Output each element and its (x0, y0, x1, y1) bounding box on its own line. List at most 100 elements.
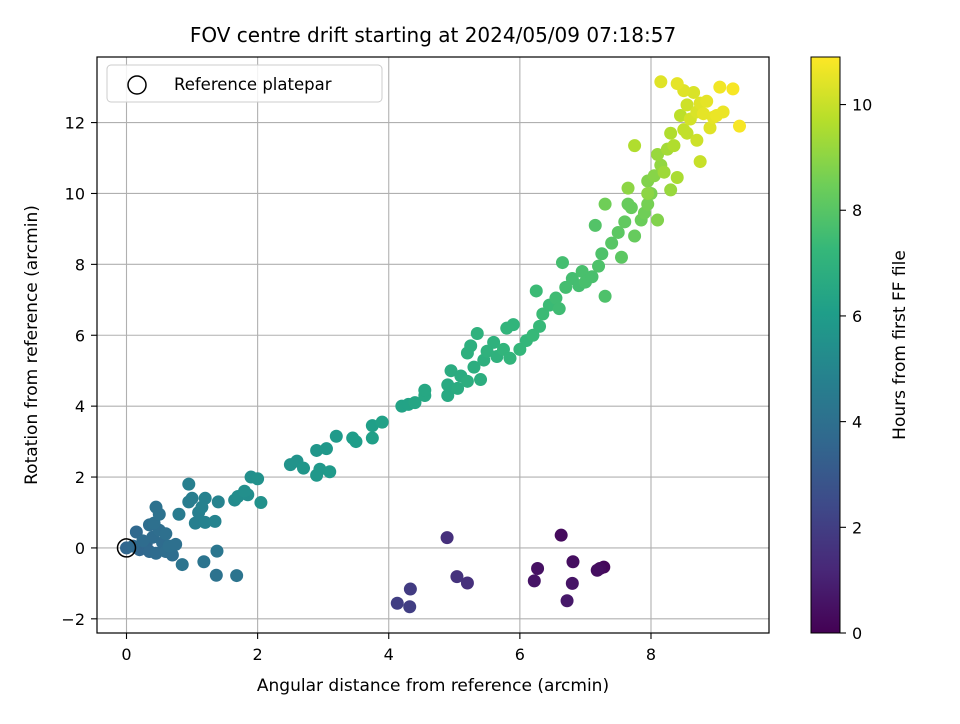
y-tick-label: 0 (75, 539, 85, 558)
scatter-point (474, 373, 488, 387)
scatter-point (149, 546, 163, 560)
scatter-point (595, 247, 609, 261)
scatter-point (560, 594, 574, 608)
scatter-point (621, 181, 635, 195)
y-tick-label: 8 (75, 255, 85, 274)
scatter-point (208, 514, 222, 528)
scatter-point (598, 289, 612, 303)
scatter-point (480, 344, 494, 358)
colorbar-label: Hours from first FF file (890, 250, 910, 440)
x-tick-label: 4 (384, 645, 394, 664)
scatter-point (618, 215, 632, 229)
scatter-point (696, 107, 710, 121)
y-tick-label: 4 (75, 397, 85, 416)
scatter-point (172, 507, 186, 521)
scatter-point (554, 528, 568, 542)
scatter-point (329, 429, 343, 443)
y-axis-label: Rotation from reference (arcmin) (22, 205, 42, 485)
scatter-point (527, 574, 541, 588)
scatter-point (628, 229, 642, 243)
scatter-point (487, 335, 501, 349)
scatter-point (588, 218, 602, 232)
scatter-point (575, 264, 589, 278)
scatter-point (621, 197, 635, 211)
scatter-point (195, 500, 209, 514)
scatter-point (555, 256, 569, 270)
scatter-point (598, 197, 612, 211)
colorbar-tick-label: 6 (852, 307, 862, 326)
y-tick-label: 6 (75, 326, 85, 345)
chart-title: FOV centre drift starting at 2024/05/09 … (190, 23, 676, 47)
scatter-point (403, 582, 417, 596)
scatter-point (651, 213, 665, 227)
scatter-point (605, 236, 619, 250)
scatter-point (313, 462, 327, 476)
scatter-point (585, 270, 599, 284)
scatter-point (211, 495, 225, 509)
scatter-point (533, 319, 547, 333)
scatter-point (159, 527, 173, 541)
scatter-point (496, 342, 510, 356)
scatter-point (667, 139, 681, 153)
scatter-point (670, 171, 684, 185)
scatter-point (700, 94, 714, 108)
scatter-point (230, 569, 244, 583)
plot-frame (96, 56, 770, 634)
scatter-point (552, 302, 566, 316)
scatter-point (531, 561, 545, 575)
scatter-point (732, 119, 746, 133)
colorbar-tick-label: 4 (852, 413, 862, 432)
colorbar: 0 2 4 6 8 10 Hours from first FF file (810, 56, 910, 643)
scatter-point (440, 531, 454, 545)
data-points (116, 75, 746, 614)
scatter-point (703, 121, 717, 135)
scatter-point (526, 328, 540, 342)
scatter-point (536, 307, 550, 321)
scatter-point (349, 435, 363, 449)
scatter-point (408, 396, 422, 410)
scatter-point (323, 465, 337, 479)
scatter-point (641, 186, 655, 200)
scatter-point (680, 126, 694, 140)
scatter-point (611, 225, 625, 239)
scatter-point (464, 339, 478, 353)
scatter-point (149, 500, 163, 514)
scatter-point (136, 534, 150, 548)
colorbar-ticks: 0 2 4 6 8 10 (840, 96, 872, 643)
scatter-point (529, 284, 543, 298)
scatter-point (716, 105, 730, 119)
scatter-point (319, 442, 333, 456)
scatter-point (680, 98, 694, 112)
y-tick-label: 2 (75, 468, 85, 487)
scatter-point (470, 326, 484, 340)
scatter-point (687, 85, 701, 99)
scatter-point (467, 360, 481, 374)
x-axis-ticks: 0 2 4 6 8 (121, 633, 656, 664)
scatter-point (375, 415, 389, 429)
grid-lines (97, 57, 769, 633)
scatter-point (403, 600, 417, 614)
scatter-point (549, 291, 563, 305)
scatter-point (129, 525, 143, 539)
scatter-point (628, 139, 642, 153)
scatter-point (690, 133, 704, 147)
scatter-point (460, 576, 474, 590)
scatter-point (254, 496, 268, 510)
scatter-point (559, 280, 573, 294)
scatter-point (238, 484, 252, 498)
colorbar-frame (810, 56, 841, 634)
x-tick-label: 6 (515, 645, 525, 664)
scatter-point (726, 82, 740, 96)
y-tick-label: 12 (65, 114, 85, 133)
scatter-point (126, 539, 140, 553)
scatter-point (365, 431, 379, 445)
scatter-point (503, 351, 517, 365)
scatter-point (441, 378, 455, 392)
scatter-point (390, 596, 404, 610)
scatter-point (441, 389, 455, 403)
scatter-point (664, 126, 678, 140)
scatter-point (418, 383, 432, 397)
y-axis-ticks: −2 0 2 4 6 8 10 12 (61, 114, 97, 629)
scatter-point (251, 472, 265, 486)
scatter-point (310, 443, 324, 457)
